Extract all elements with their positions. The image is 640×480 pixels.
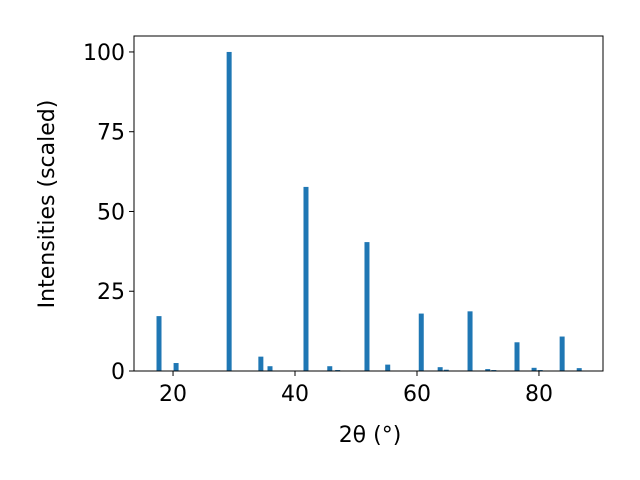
bar (531, 367, 537, 371)
bar (267, 366, 273, 371)
bar (364, 242, 370, 371)
bar (467, 311, 473, 371)
y-tick-label: 75 (97, 121, 125, 146)
bar (303, 186, 309, 371)
bar (559, 336, 565, 371)
y-axis-label: Intensities (scaled) (35, 100, 60, 309)
bar (437, 367, 443, 371)
bar (485, 369, 491, 371)
bar (385, 364, 391, 371)
x-tick-label: 60 (403, 382, 431, 407)
bar (258, 356, 264, 371)
x-tick-label: 20 (159, 382, 187, 407)
bar (418, 313, 424, 371)
bar (576, 368, 582, 371)
bar (514, 342, 520, 371)
y-tick-label: 100 (83, 41, 125, 66)
bar (226, 51, 232, 371)
bar (327, 366, 333, 371)
x-tick-label: 40 (281, 382, 309, 407)
y-tick-label: 50 (97, 200, 125, 225)
x-axis-label: 2θ (°) (339, 423, 402, 448)
bar (173, 363, 179, 371)
plot-frame (133, 35, 604, 372)
x-tick-label: 80 (525, 382, 553, 407)
y-tick-label: 0 (111, 360, 125, 385)
bar (443, 369, 449, 371)
y-tick-label: 25 (97, 280, 125, 305)
bar (156, 316, 162, 371)
